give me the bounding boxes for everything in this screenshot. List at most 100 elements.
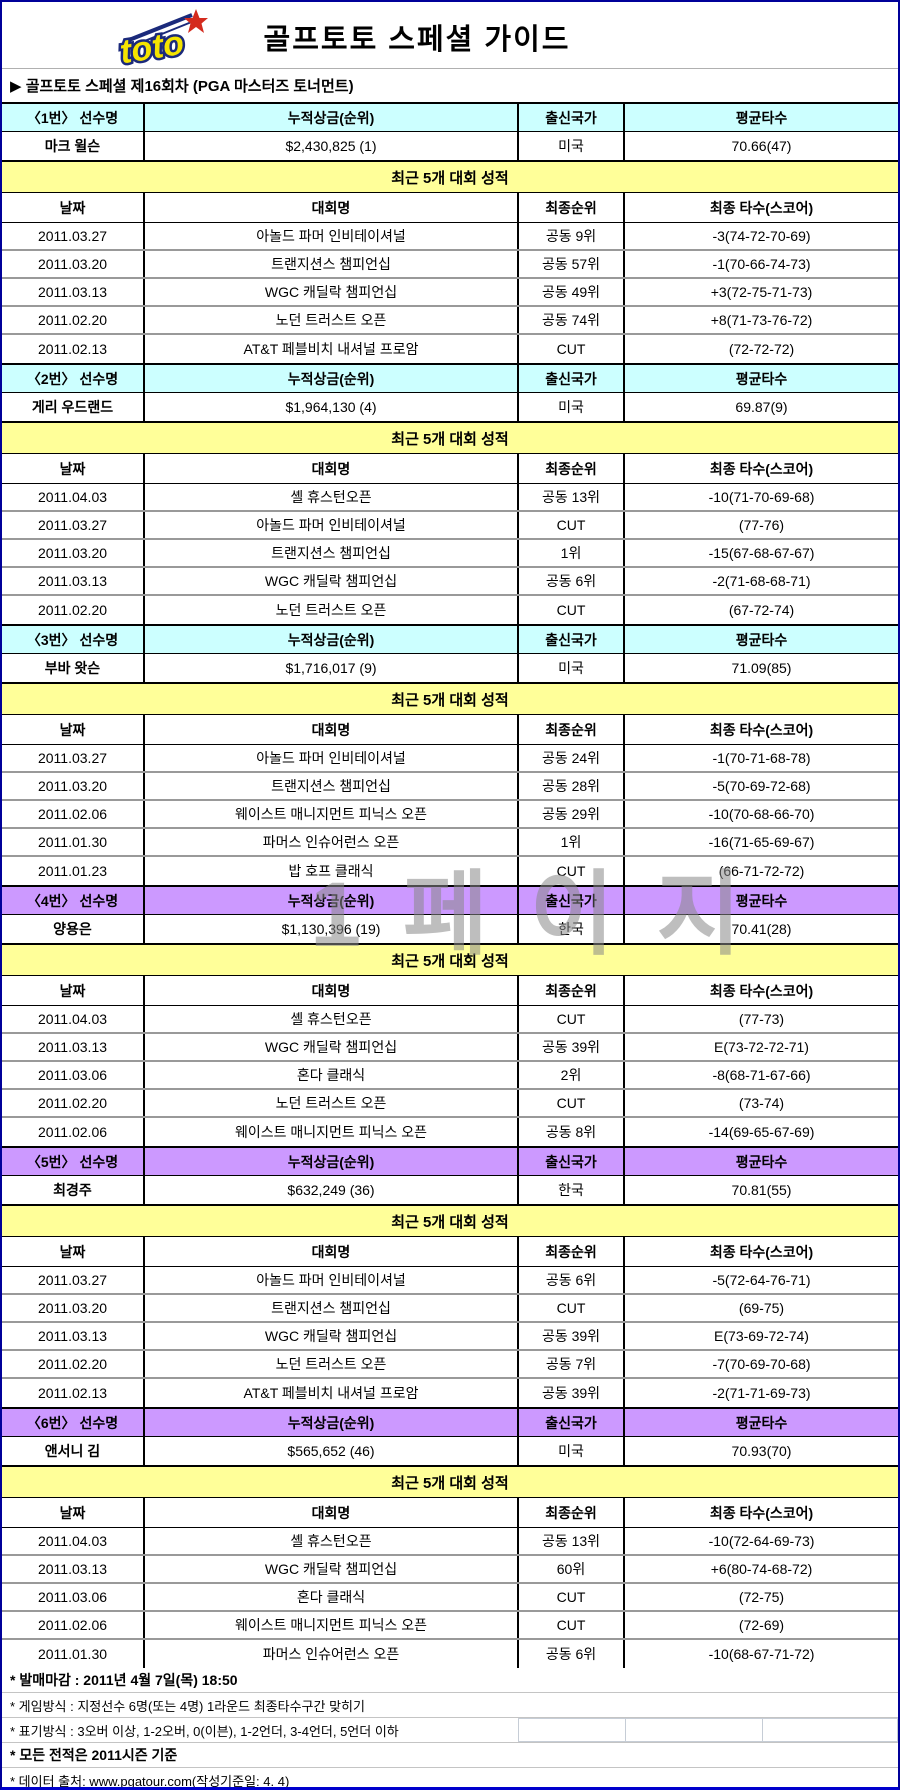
score-cell: -14(69-65-67-69) [708, 1124, 815, 1140]
table-row: 2011.04.03 셸 휴스턴오픈 공동 13위 -10(71-70-69-6… [2, 484, 898, 512]
score-cell: -10(68-67-71-72) [708, 1646, 815, 1662]
rank-cell: 공동 39위 [519, 1323, 625, 1349]
player-avg-cell: 70.41(28) [731, 921, 792, 937]
player-prize-cell: $2,430,825 (1) [145, 132, 519, 160]
tournament-cell: WGC 캐딜락 챔피언십 [145, 568, 519, 594]
table-row: 2011.01.30 파머스 인슈어런스 오픈 공동 6위 -10(68-67-… [2, 1640, 898, 1668]
date-cell: 2011.03.27 [2, 512, 145, 538]
country-header: 출신국가 [519, 626, 625, 653]
avg-strokes-header: 평균타수 [625, 1148, 898, 1175]
rank-cell: 공동 29위 [519, 801, 625, 827]
date-column-header: 날짜 [2, 193, 145, 222]
rank-column-header: 최종순위 [519, 1498, 625, 1527]
player-header-row: 〈1번〉 선수명 누적상금(순위) 출신국가 평균타수 [2, 102, 898, 132]
table-row: 2011.03.06 혼다 클래식 CUT (72-75) [2, 1584, 898, 1612]
footer-note-text: * 게임방식 : 지정선수 6명(또는 4명) 1라운드 최종타수구간 맞히기 [10, 1698, 365, 1714]
date-cell: 2011.03.13 [2, 1034, 145, 1060]
rank-cell: 공동 49위 [519, 279, 625, 305]
banner-divider [2, 68, 898, 69]
rank-cell: 공동 13위 [519, 484, 625, 510]
tournament-cell: 파머스 인슈어런스 오픈 [145, 1640, 519, 1668]
score-cell: (77-76) [738, 517, 785, 533]
player-summary-row: 앤서니 김 $565,652 (46) 미국 70.93(70) [2, 1437, 898, 1467]
tournament-cell: 트랜지션스 챔피언십 [145, 1295, 519, 1321]
table-row: 2011.03.20 트랜지션스 챔피언십 CUT (69-75) [2, 1295, 898, 1323]
table-row: 2011.03.20 트랜지션스 챔피언십 공동 28위 -5(70-69-72… [2, 773, 898, 801]
rank-cell: 공동 9위 [519, 223, 625, 249]
date-cell: 2011.01.30 [2, 1640, 145, 1668]
score-cell: -16(71-65-69-67) [708, 834, 815, 850]
score-cell: (67-72-74) [728, 602, 795, 618]
score-cell: (72-75) [738, 1589, 785, 1605]
tournament-column-header: 대회명 [145, 976, 519, 1005]
rank-cell: 공동 6위 [519, 1267, 625, 1293]
player-number-header: 〈6번〉 선수명 [2, 1409, 145, 1436]
rank-cell: CUT [519, 335, 625, 363]
score-cell: (73-74) [738, 1095, 785, 1111]
player-prize-cell: $1,130,396 (19) [145, 915, 519, 943]
recent-columns-row: 날짜 대회명 최종순위 최종 타수(스코어) [2, 715, 898, 745]
date-cell: 2011.03.27 [2, 1267, 145, 1293]
score-cell: -10(72-64-69-73) [708, 1533, 815, 1549]
tournament-cell: 트랜지션스 챔피언십 [145, 540, 519, 566]
avg-strokes-header: 평균타수 [625, 1409, 898, 1436]
table-row: 2011.04.03 셸 휴스턴오픈 CUT (77-73) [2, 1006, 898, 1034]
recent-columns-row: 날짜 대회명 최종순위 최종 타수(스코어) [2, 976, 898, 1006]
tournament-cell: 노던 트러스트 오픈 [145, 1090, 519, 1116]
recent-columns-row: 날짜 대회명 최종순위 최종 타수(스코어) [2, 193, 898, 223]
tournament-cell: 셸 휴스턴오픈 [145, 484, 519, 510]
tournament-column-header: 대회명 [145, 454, 519, 483]
score-cell: -5(70-69-72-68) [712, 778, 811, 794]
rank-cell: 2위 [519, 1062, 625, 1088]
player-block: 〈1번〉 선수명 누적상금(순위) 출신국가 평균타수 마크 윌슨 $2,430… [2, 102, 898, 363]
date-cell: 2011.03.27 [2, 745, 145, 771]
date-cell: 2011.03.13 [2, 1556, 145, 1582]
footer-row: * 모든 전적은 2011시즌 기준 [2, 1743, 898, 1768]
recent-results-band: 최근 5개 대회 성적 [2, 1206, 898, 1237]
tournament-cell: 웨이스트 매니지먼트 피닉스 오픈 [145, 1612, 519, 1638]
player-name-cell: 양용은 [2, 915, 145, 943]
subtitle-row: ▶ 골프토토 스페셜 제16회차 (PGA 마스터즈 토너먼트) [2, 69, 898, 102]
tournament-cell: 아놀드 파머 인비테이셔널 [145, 745, 519, 771]
tournament-cell: 아놀드 파머 인비테이셔널 [145, 512, 519, 538]
rank-column-header: 최종순위 [519, 976, 625, 1005]
score-cell: -1(70-66-74-73) [712, 256, 811, 272]
score-cell: (77-73) [738, 1011, 785, 1027]
tournament-cell: 웨이스트 매니지먼트 피닉스 오픈 [145, 1118, 519, 1146]
table-row: 2011.02.20 노던 트러스트 오픈 공동 7위 -7(70-69-70-… [2, 1351, 898, 1379]
player-number-header: 〈3번〉 선수명 [2, 626, 145, 653]
tournament-cell: WGC 캐딜락 챔피언십 [145, 1323, 519, 1349]
tournament-column-header: 대회명 [145, 193, 519, 222]
table-row: 2011.03.13 WGC 캐딜락 챔피언십 공동 39위 E(73-69-7… [2, 1323, 898, 1351]
recent-rows: 2011.04.03 셸 휴스턴오픈 공동 13위 -10(71-70-69-6… [2, 484, 898, 624]
score-cell: E(73-72-72-71) [714, 1039, 809, 1055]
recent-rows: 2011.04.03 셸 휴스턴오픈 공동 13위 -10(72-64-69-7… [2, 1528, 898, 1668]
footer-row: * 발매마감 : 2011년 4월 7일(목) 18:50 [2, 1668, 898, 1693]
tournament-cell: WGC 캐딜락 챔피언십 [145, 1034, 519, 1060]
score-column-header: 최종 타수(스코어) [709, 1504, 814, 1521]
date-cell: 2011.03.13 [2, 279, 145, 305]
rank-cell: 1위 [519, 540, 625, 566]
rank-column-header: 최종순위 [519, 715, 625, 744]
logo-swoosh-thin [141, 20, 195, 43]
date-cell: 2011.02.13 [2, 335, 145, 363]
prize-header: 누적상금(순위) [145, 1409, 519, 1436]
players-table: 〈1번〉 선수명 누적상금(순위) 출신국가 평균타수 마크 윌슨 $2,430… [2, 102, 898, 1668]
table-row: 2011.02.20 노던 트러스트 오픈 공동 74위 +8(71-73-76… [2, 307, 898, 335]
player-country-cell: 미국 [519, 654, 625, 682]
country-header: 출신국가 [519, 104, 625, 131]
tournament-cell: 노던 트러스트 오픈 [145, 596, 519, 624]
date-cell: 2011.03.20 [2, 1295, 145, 1321]
date-cell: 2011.04.03 [2, 484, 145, 510]
recent-columns-row: 날짜 대회명 최종순위 최종 타수(스코어) [2, 454, 898, 484]
date-cell: 2011.02.20 [2, 596, 145, 624]
rank-cell: CUT [519, 857, 625, 885]
table-row: 2011.02.13 AT&T 페블비치 내셔널 프로암 CUT (72-72-… [2, 335, 898, 363]
player-summary-row: 최경주 $632,249 (36) 한국 70.81(55) [2, 1176, 898, 1206]
footer-row: * 데이터 출처: www.pgatour.com(작성기준일: 4. 4) [2, 1768, 898, 1788]
country-header: 출신국가 [519, 365, 625, 392]
tournament-cell: 셸 휴스턴오픈 [145, 1528, 519, 1554]
player-block: 〈5번〉 선수명 누적상금(순위) 출신국가 평균타수 최경주 $632,249… [2, 1146, 898, 1407]
date-cell: 2011.02.20 [2, 1090, 145, 1116]
